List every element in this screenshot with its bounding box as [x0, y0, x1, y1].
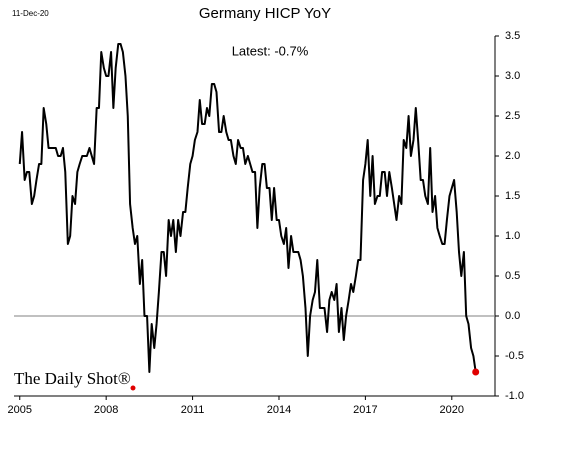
- y-tick-label: -1.0: [505, 390, 524, 402]
- y-tick-label: 2.5: [505, 110, 520, 122]
- x-tick-label: 2020: [440, 404, 464, 416]
- x-tick-label: 2011: [181, 404, 205, 416]
- x-tick-label: 2014: [267, 404, 291, 416]
- x-tick-label: 2008: [94, 404, 118, 416]
- date-label: 11-Dec-20: [12, 9, 49, 18]
- source-logo: The Daily Shot®: [14, 369, 131, 388]
- y-tick-label: 1.5: [505, 190, 520, 202]
- y-tick-label: 3.5: [505, 30, 520, 42]
- y-tick-label: -0.5: [505, 350, 524, 362]
- chart-title: Germany HICP YoY: [199, 5, 331, 22]
- y-tick-label: 3.0: [505, 70, 520, 82]
- y-tick-label: 0.0: [505, 310, 520, 322]
- logo-dot: [130, 385, 136, 391]
- latest-point: [472, 368, 480, 376]
- x-tick-label: 2005: [8, 404, 32, 416]
- x-tick-label: 2017: [353, 404, 377, 416]
- annotation: Latest: -0.7%: [232, 43, 309, 58]
- y-tick-label: 2.0: [505, 150, 520, 162]
- line-series: [18, 43, 477, 373]
- y-tick-label: 1.0: [505, 230, 520, 242]
- y-tick-label: 0.5: [505, 270, 520, 282]
